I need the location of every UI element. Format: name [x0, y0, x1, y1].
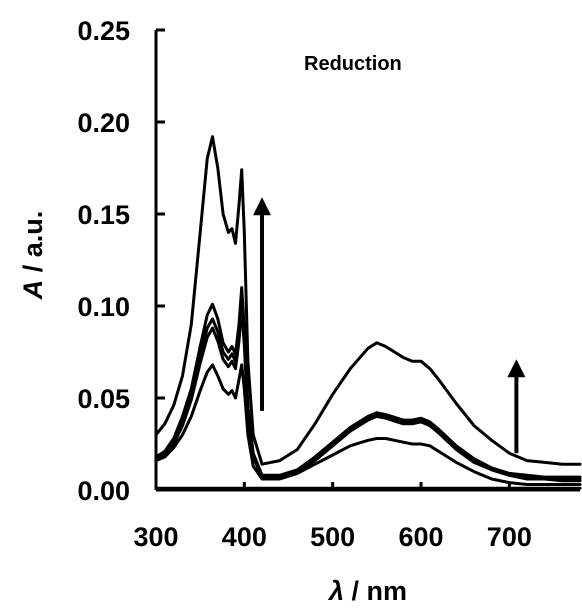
x-tick-label: 400: [222, 522, 267, 552]
x-tick-label: 300: [133, 522, 178, 552]
y-axis-symbol: A: [18, 280, 48, 301]
trend-arrows: [253, 197, 526, 454]
y-tick-label: 0.00: [77, 476, 130, 506]
up-arrow: [253, 197, 271, 411]
spectrum-line-4: [154, 306, 582, 483]
y-tick-label: 0.05: [77, 384, 130, 414]
up-arrow: [507, 359, 526, 454]
spectrum-line-2: [154, 286, 582, 479]
y-tick-label: 0.25: [77, 16, 130, 46]
arrow-head: [507, 359, 526, 378]
arrow-head: [253, 197, 271, 216]
spectra-series: [154, 135, 582, 490]
y-tick-label: 0.20: [77, 108, 130, 138]
x-tick-label: 500: [310, 522, 355, 552]
x-axis-symbol: λ: [327, 576, 344, 606]
x-tick-label: 700: [487, 522, 532, 552]
y-axis-unit: / a.u.: [18, 211, 48, 280]
spectrum-line-1: [154, 135, 582, 466]
y-tick-label: 0.10: [77, 292, 130, 322]
reduction-annotation: Reduction: [304, 53, 402, 75]
y-axis-title: A / a.u.: [18, 211, 48, 301]
y-tick-label: 0.15: [77, 200, 130, 230]
spectrum-line-5: [154, 363, 582, 486]
x-axis-unit: / nm: [344, 576, 407, 606]
x-axis-title: λ / nm: [327, 576, 407, 606]
x-tick-label: 600: [398, 522, 443, 552]
y-ticks: 0.00 0.05 0.10 0.15 0.20 0.25: [77, 16, 165, 506]
x-ticks: 300 400 500 600 700: [133, 482, 532, 552]
